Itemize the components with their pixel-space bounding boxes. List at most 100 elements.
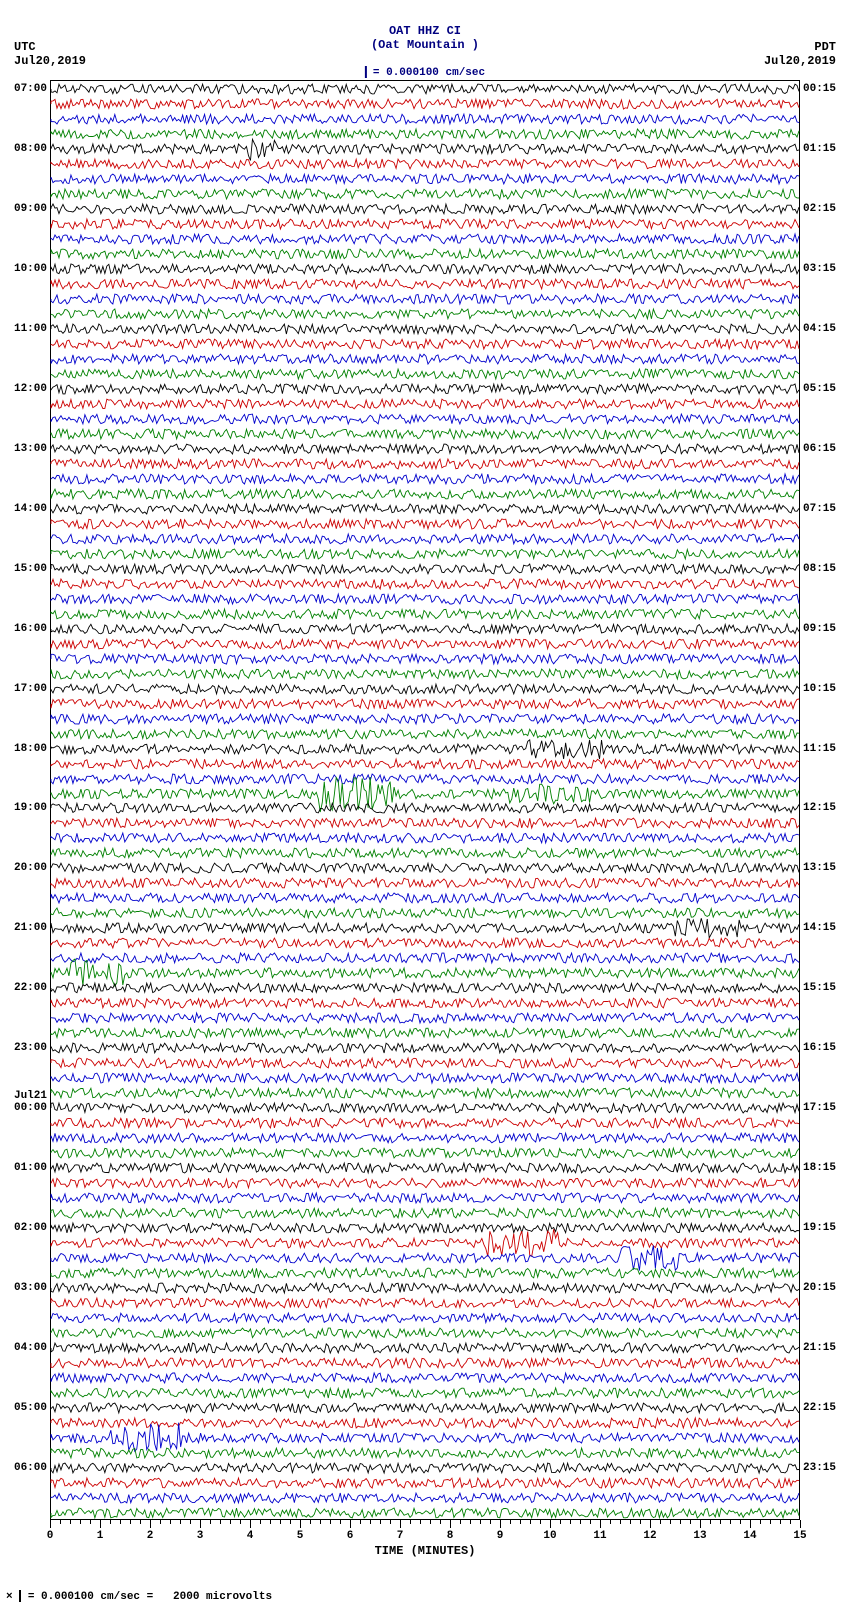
footer-scale: × = 0.000100 cm/sec = 2000 microvolts — [0, 1560, 850, 1613]
x-minor-tick — [760, 1520, 761, 1524]
pdt-hour-label: 01:15 — [799, 143, 836, 155]
x-tick-label: 2 — [147, 1530, 154, 1542]
x-minor-tick — [720, 1520, 721, 1524]
x-minor-tick — [310, 1520, 311, 1524]
x-tick — [200, 1520, 201, 1528]
x-axis: TIME (MINUTES) 0123456789101112131415 — [50, 1520, 800, 1560]
x-minor-tick — [740, 1520, 741, 1524]
utc-timezone-label: UTC — [14, 40, 36, 54]
x-tick — [300, 1520, 301, 1528]
x-minor-tick — [180, 1520, 181, 1524]
x-minor-tick — [170, 1520, 171, 1524]
x-minor-tick — [480, 1520, 481, 1524]
utc-hour-label: 10:00 — [14, 263, 51, 275]
x-minor-tick — [60, 1520, 61, 1524]
pdt-hour-label: 05:15 — [799, 383, 836, 395]
x-tick — [750, 1520, 751, 1528]
x-minor-tick — [630, 1520, 631, 1524]
x-minor-tick — [790, 1520, 791, 1524]
pdt-hour-label: 07:15 — [799, 503, 836, 515]
utc-hour-label: 15:00 — [14, 563, 51, 575]
x-minor-tick — [680, 1520, 681, 1524]
x-tick — [450, 1520, 451, 1528]
x-minor-tick — [590, 1520, 591, 1524]
x-minor-tick — [620, 1520, 621, 1524]
pdt-hour-label: 08:15 — [799, 563, 836, 575]
x-tick-label: 0 — [47, 1530, 54, 1542]
pdt-date: Jul20,2019 — [764, 54, 836, 68]
pdt-hour-label: 15:15 — [799, 982, 836, 994]
x-minor-tick — [580, 1520, 581, 1524]
x-minor-tick — [140, 1520, 141, 1524]
x-minor-tick — [420, 1520, 421, 1524]
x-tick — [400, 1520, 401, 1528]
utc-date: Jul20,2019 — [14, 54, 86, 68]
x-minor-tick — [610, 1520, 611, 1524]
x-minor-tick — [540, 1520, 541, 1524]
utc-hour-label: 19:00 — [14, 802, 51, 814]
x-minor-tick — [510, 1520, 511, 1524]
x-minor-tick — [490, 1520, 491, 1524]
x-minor-tick — [440, 1520, 441, 1524]
utc-hour-label: 18:00 — [14, 743, 51, 755]
pdt-hour-label: 10:15 — [799, 683, 836, 695]
x-tick-label: 14 — [743, 1530, 756, 1542]
x-minor-tick — [120, 1520, 121, 1524]
x-minor-tick — [710, 1520, 711, 1524]
x-minor-tick — [770, 1520, 771, 1524]
pdt-hour-label: 21:15 — [799, 1342, 836, 1354]
utc-hour-label: 22:00 — [14, 982, 51, 994]
x-minor-tick — [190, 1520, 191, 1524]
pdt-hour-label: 02:15 — [799, 203, 836, 215]
pdt-hour-label: 14:15 — [799, 922, 836, 934]
x-tick-label: 7 — [397, 1530, 404, 1542]
pdt-hour-label: 11:15 — [799, 743, 836, 755]
x-tick — [350, 1520, 351, 1528]
x-tick-label: 9 — [497, 1530, 504, 1542]
utc-hour-label: 11:00 — [14, 323, 51, 335]
pdt-hour-label: 09:15 — [799, 623, 836, 635]
x-minor-tick — [160, 1520, 161, 1524]
utc-hour-label: 05:00 — [14, 1402, 51, 1414]
x-minor-tick — [90, 1520, 91, 1524]
station-name: (Oat Mountain ) — [371, 38, 479, 52]
x-minor-tick — [290, 1520, 291, 1524]
x-tick — [500, 1520, 501, 1528]
x-tick — [650, 1520, 651, 1528]
x-minor-tick — [380, 1520, 381, 1524]
pdt-hour-label: 06:15 — [799, 443, 836, 455]
x-tick-label: 1 — [97, 1530, 104, 1542]
x-tick — [100, 1520, 101, 1528]
utc-hour-label: 16:00 — [14, 623, 51, 635]
pdt-hour-label: 03:15 — [799, 263, 836, 275]
x-tick-label: 13 — [693, 1530, 706, 1542]
header: UTC Jul20,2019 PDT Jul20,2019 OAT HHZ CI… — [0, 10, 850, 80]
utc-hour-label: 21:00 — [14, 922, 51, 934]
pdt-hour-label: 04:15 — [799, 323, 836, 335]
x-tick — [50, 1520, 51, 1528]
x-minor-tick — [270, 1520, 271, 1524]
x-tick-label: 4 — [247, 1530, 254, 1542]
x-minor-tick — [390, 1520, 391, 1524]
pdt-timezone-label: PDT — [814, 40, 836, 54]
pdt-hour-label: 13:15 — [799, 862, 836, 874]
seismogram-plot: 07:0000:1508:0001:1509:0002:1510:0003:15… — [50, 80, 800, 1520]
x-minor-tick — [240, 1520, 241, 1524]
x-minor-tick — [220, 1520, 221, 1524]
pdt-hour-label: 22:15 — [799, 1402, 836, 1414]
x-minor-tick — [780, 1520, 781, 1524]
x-tick — [800, 1520, 801, 1528]
x-minor-tick — [690, 1520, 691, 1524]
x-minor-tick — [430, 1520, 431, 1524]
x-minor-tick — [460, 1520, 461, 1524]
x-minor-tick — [660, 1520, 661, 1524]
pdt-hour-label: 12:15 — [799, 802, 836, 814]
station-title: OAT HHZ CI (Oat Mountain ) — [371, 24, 479, 52]
x-minor-tick — [520, 1520, 521, 1524]
x-minor-tick — [530, 1520, 531, 1524]
x-tick-label: 11 — [593, 1530, 606, 1542]
x-minor-tick — [320, 1520, 321, 1524]
pdt-hour-label: 23:15 — [799, 1462, 836, 1474]
x-minor-tick — [110, 1520, 111, 1524]
utc-hour-label: 14:00 — [14, 503, 51, 515]
